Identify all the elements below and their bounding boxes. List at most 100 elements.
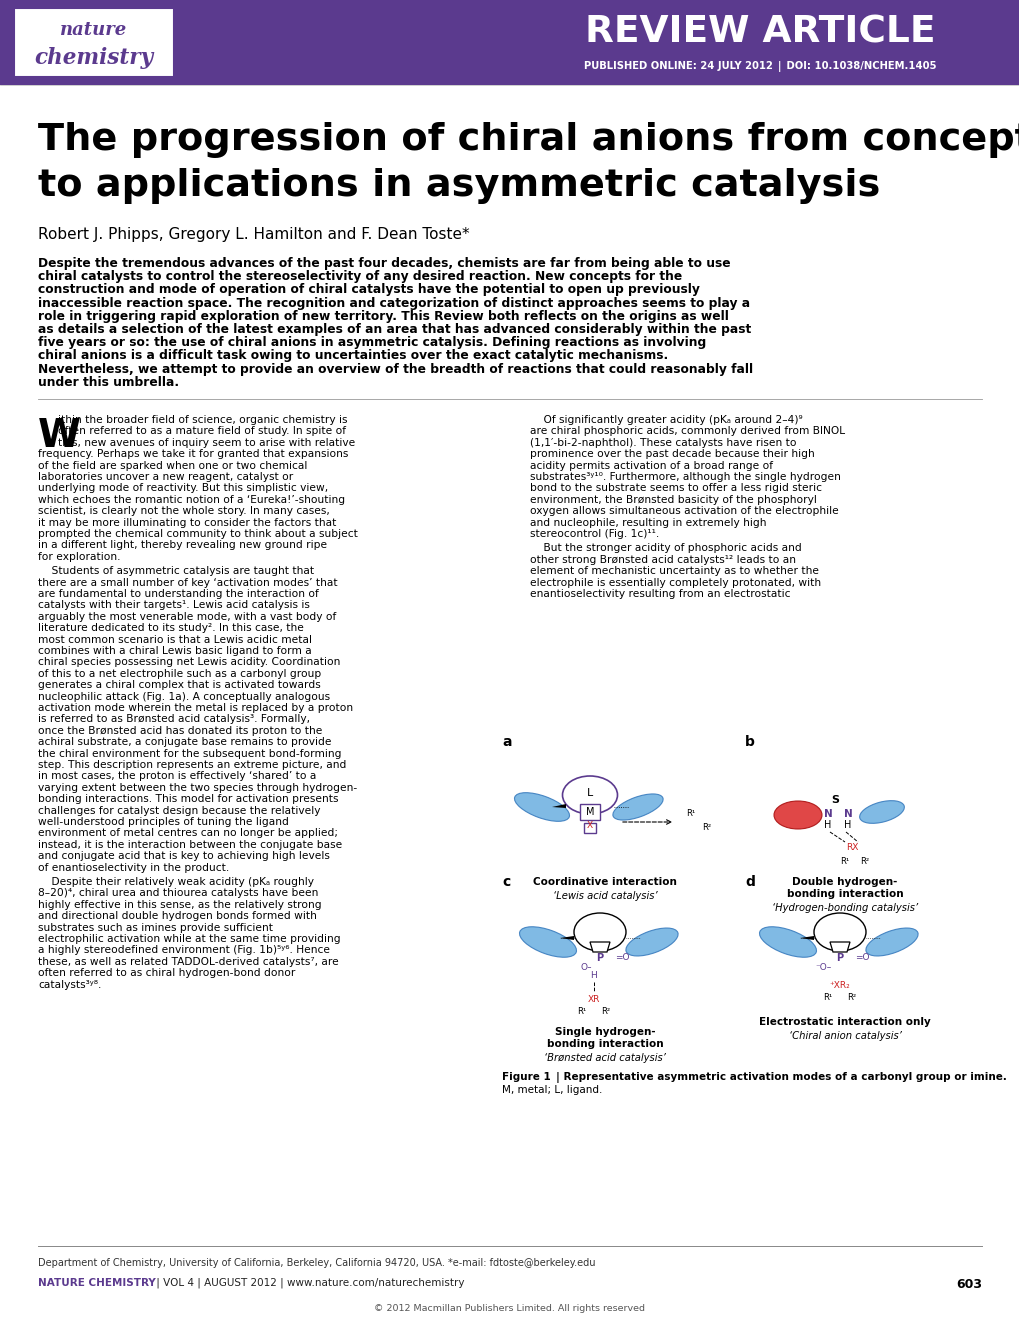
Text: are fundamental to understanding the interaction of: are fundamental to understanding the int…: [38, 590, 319, 599]
Text: Students of asymmetric catalysis are taught that: Students of asymmetric catalysis are tau…: [38, 567, 314, 576]
Ellipse shape: [865, 929, 917, 955]
Text: N: N: [822, 809, 832, 819]
Text: scientist, is clearly not the whole story. In many cases,: scientist, is clearly not the whole stor…: [38, 507, 329, 516]
Text: of the field are sparked when one or two chemical: of the field are sparked when one or two…: [38, 461, 307, 470]
Text: varying extent between the two species through hydrogen-: varying extent between the two species t…: [38, 783, 357, 793]
Text: P: P: [836, 953, 843, 963]
Text: in a different light, thereby revealing new ground ripe: in a different light, thereby revealing …: [38, 540, 327, 551]
Text: of enantioselectivity in the product.: of enantioselectivity in the product.: [38, 863, 229, 872]
Text: Nevertheless, we attempt to provide an overview of the breadth of reactions that: Nevertheless, we attempt to provide an o…: [38, 363, 752, 375]
Text: once the Brønsted acid has donated its proton to the: once the Brønsted acid has donated its p…: [38, 726, 322, 736]
Text: electrophile is essentially completely protonated, with: electrophile is essentially completely p…: [530, 578, 820, 588]
Text: in most cases, the proton is effectively ‘shared’ to a: in most cases, the proton is effectively…: [38, 772, 316, 781]
Text: 603: 603: [955, 1278, 981, 1290]
Text: O–: O–: [580, 963, 591, 973]
Text: c: c: [501, 875, 510, 888]
Text: XR: XR: [587, 996, 599, 1005]
Text: (1,1′-bi-2-naphthol). These catalysts have risen to: (1,1′-bi-2-naphthol). These catalysts ha…: [530, 438, 796, 448]
Text: construction and mode of operation of chiral catalysts have the potential to ope: construction and mode of operation of ch…: [38, 283, 699, 296]
Text: M: M: [585, 807, 594, 817]
Ellipse shape: [561, 776, 616, 813]
Text: R¹: R¹: [686, 808, 695, 817]
Text: and conjugate acid that is key to achieving high levels: and conjugate acid that is key to achiev…: [38, 851, 329, 862]
Text: literature dedicated to its study². In this case, the: literature dedicated to its study². In t…: [38, 623, 304, 634]
Text: b: b: [744, 736, 754, 749]
Text: RX: RX: [845, 843, 857, 852]
Text: oxygen allows simultaneous activation of the electrophile: oxygen allows simultaneous activation of…: [530, 507, 838, 516]
Text: well-understood principles of tuning the ligand: well-understood principles of tuning the…: [38, 817, 288, 827]
Bar: [580, 804, 599, 820]
Text: L: L: [586, 788, 592, 799]
Text: prompted the chemical community to think about a subject: prompted the chemical community to think…: [38, 529, 358, 539]
Text: is referred to as Brønsted acid catalysis³. Formally,: is referred to as Brønsted acid catalysi…: [38, 714, 310, 725]
Text: X: X: [586, 820, 592, 829]
Text: H: H: [590, 972, 597, 981]
Text: The progression of chiral anions from concepts: The progression of chiral anions from co…: [38, 122, 1019, 158]
Text: Coordinative interaction: Coordinative interaction: [533, 876, 677, 887]
Text: Robert J. Phipps, Gregory L. Hamilton and F. Dean Toste*: Robert J. Phipps, Gregory L. Hamilton an…: [38, 228, 469, 243]
Text: Electrostatic interaction only: Electrostatic interaction only: [758, 1017, 930, 1026]
Text: NATURE CHEMISTRY: NATURE CHEMISTRY: [38, 1278, 156, 1288]
Text: to applications in asymmetric catalysis: to applications in asymmetric catalysis: [38, 168, 879, 204]
Text: Figure 1 | Representative asymmetric activation modes of a carbonyl group or imi: Figure 1 | Representative asymmetric act…: [501, 1072, 1006, 1083]
Text: electrophilic activation while at the same time providing: electrophilic activation while at the sa…: [38, 934, 340, 943]
Text: acidity permits activation of a broad range of: acidity permits activation of a broad ra…: [530, 461, 772, 470]
Polygon shape: [799, 937, 813, 939]
Text: arguably the most venerable mode, with a vast body of: arguably the most venerable mode, with a…: [38, 612, 336, 622]
Text: R²: R²: [701, 823, 710, 832]
Polygon shape: [551, 804, 566, 808]
Text: environment, the Brønsted basicity of the phosphoryl: environment, the Brønsted basicity of th…: [530, 494, 816, 505]
Ellipse shape: [626, 929, 678, 955]
Text: as details a selection of the latest examples of an area that has advanced consi: as details a selection of the latest exa…: [38, 323, 751, 336]
Text: H: H: [823, 820, 830, 829]
Text: R²: R²: [601, 1008, 610, 1017]
Ellipse shape: [773, 801, 821, 829]
Ellipse shape: [519, 927, 576, 957]
Text: a: a: [501, 736, 511, 749]
Text: inaccessible reaction space. The recognition and categorization of distinct appr: inaccessible reaction space. The recogni…: [38, 296, 749, 310]
Text: chiral species possessing net Lewis acidity. Coordination: chiral species possessing net Lewis acid…: [38, 658, 340, 667]
Text: Despite their relatively weak acidity (pKₐ roughly: Despite their relatively weak acidity (p…: [38, 876, 314, 887]
Text: five years or so: the use of chiral anions in asymmetric catalysis. Defining rea: five years or so: the use of chiral anio…: [38, 336, 705, 350]
Text: Despite the tremendous advances of the past four decades, chemists are far from : Despite the tremendous advances of the p…: [38, 257, 730, 269]
Text: But the stronger acidity of phosphoric acids and: But the stronger acidity of phosphoric a…: [530, 544, 801, 553]
Text: H: H: [844, 820, 851, 829]
Ellipse shape: [612, 793, 662, 820]
Text: often referred to as a mature field of study. In spite of: often referred to as a mature field of s…: [58, 426, 345, 437]
Text: PUBLISHED ONLINE: 24 JULY 2012 | DOI: 10.1038/NCHEM.1405: PUBLISHED ONLINE: 24 JULY 2012 | DOI: 10…: [583, 60, 935, 72]
Text: ‘Lewis acid catalysis’: ‘Lewis acid catalysis’: [552, 891, 656, 900]
Text: R²: R²: [847, 993, 856, 1001]
Text: instead, it is the interaction between the conjugate base: instead, it is the interaction between t…: [38, 840, 342, 850]
Text: and directional double hydrogen bonds formed with: and directional double hydrogen bonds fo…: [38, 911, 317, 921]
Text: bonding interaction: bonding interaction: [546, 1038, 662, 1049]
Text: ‘Brønsted acid catalysis’: ‘Brønsted acid catalysis’: [543, 1053, 665, 1063]
Bar: [0, 0, 1019, 84]
Text: other strong Brønsted acid catalysts¹² leads to an: other strong Brønsted acid catalysts¹² l…: [530, 555, 795, 564]
Text: M, metal; L, ligand.: M, metal; L, ligand.: [501, 1085, 602, 1095]
Text: for exploration.: for exploration.: [38, 552, 120, 561]
Text: ‘Hydrogen-bonding catalysis’: ‘Hydrogen-bonding catalysis’: [771, 903, 917, 913]
Text: ithin the broader field of science, organic chemistry is: ithin the broader field of science, orga…: [58, 415, 347, 425]
Text: REVIEW ARTICLE: REVIEW ARTICLE: [584, 15, 934, 51]
Text: element of mechanistic uncertainty as to whether the: element of mechanistic uncertainty as to…: [530, 567, 818, 576]
Bar: [14, 8, 174, 76]
Text: enantioselectivity resulting from an electrostatic: enantioselectivity resulting from an ele…: [530, 590, 790, 599]
Text: a highly stereodefined environment (Fig. 1b)⁵ʸ⁶. Hence: a highly stereodefined environment (Fig.…: [38, 946, 330, 955]
Text: activation mode wherein the metal is replaced by a proton: activation mode wherein the metal is rep…: [38, 704, 353, 713]
Text: environment of metal centres can no longer be applied;: environment of metal centres can no long…: [38, 828, 337, 839]
Text: achiral substrate, a conjugate base remains to provide: achiral substrate, a conjugate base rema…: [38, 737, 331, 748]
Text: step. This description represents an extreme picture, and: step. This description represents an ext…: [38, 760, 346, 770]
Text: Single hydrogen-: Single hydrogen-: [554, 1026, 654, 1037]
Text: Double hydrogen-: Double hydrogen-: [792, 876, 897, 887]
Text: R¹: R¹: [840, 858, 849, 867]
Text: most common scenario is that a Lewis acidic metal: most common scenario is that a Lewis aci…: [38, 635, 312, 645]
Text: under this umbrella.: under this umbrella.: [38, 375, 179, 389]
Text: the chiral environment for the subsequent bond-forming: the chiral environment for the subsequen…: [38, 749, 341, 758]
Ellipse shape: [859, 801, 904, 823]
Text: chiral anions is a difficult task owing to uncertainties over the exact catalyti: chiral anions is a difficult task owing …: [38, 350, 667, 362]
Text: of this to a net electrophile such as a carbonyl group: of this to a net electrophile such as a …: [38, 669, 321, 679]
Bar: [584, 823, 595, 833]
Ellipse shape: [759, 927, 815, 957]
Text: =O: =O: [854, 954, 868, 962]
Text: and nucleophile, resulting in extremely high: and nucleophile, resulting in extremely …: [530, 517, 765, 528]
